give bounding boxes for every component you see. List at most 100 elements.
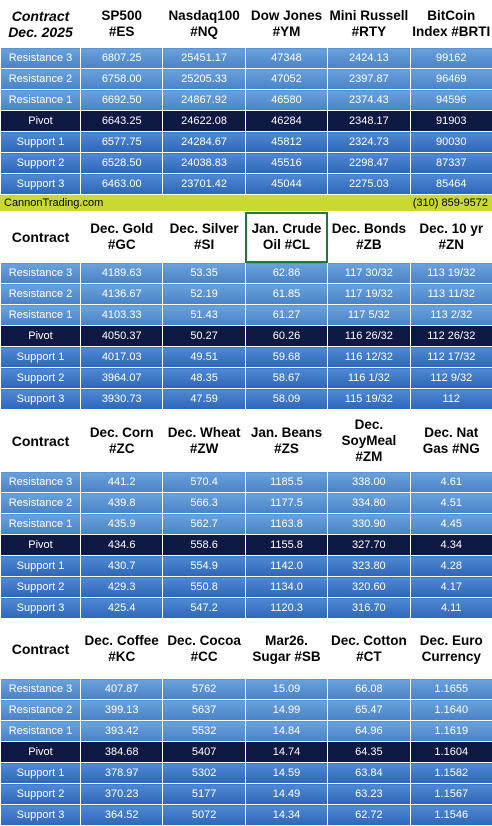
level-value-cell[interactable]: 5532	[163, 721, 245, 742]
level-value-cell[interactable]: 316.70	[328, 598, 410, 619]
level-value-cell[interactable]: 24867.92	[163, 90, 245, 111]
level-value-cell[interactable]: 50.27	[163, 326, 245, 347]
level-value-cell[interactable]: 14.49	[245, 784, 327, 805]
level-value-cell[interactable]: 430.7	[81, 556, 163, 577]
row-label[interactable]: Support 2	[1, 784, 81, 805]
level-value-cell[interactable]: 1.1655	[410, 679, 492, 700]
level-value-cell[interactable]: 117 19/32	[328, 284, 410, 305]
contract-header[interactable]: Dec. Wheat#ZW	[163, 411, 245, 472]
level-value-cell[interactable]: 320.60	[328, 577, 410, 598]
level-value-cell[interactable]: 5407	[163, 742, 245, 763]
level-value-cell[interactable]: 85464	[410, 174, 492, 195]
level-value-cell[interactable]: 116 12/32	[328, 347, 410, 368]
level-value-cell[interactable]: 113 11/32	[410, 284, 492, 305]
contract-header[interactable]: SP500#ES	[81, 1, 163, 48]
level-value-cell[interactable]: 2374.43	[328, 90, 410, 111]
level-value-cell[interactable]: 4189.63	[81, 263, 163, 284]
level-value-cell[interactable]: 117 5/32	[328, 305, 410, 326]
level-value-cell[interactable]: 113 19/32	[410, 263, 492, 284]
level-value-cell[interactable]: 558.6	[163, 535, 245, 556]
level-value-cell[interactable]: 6758.00	[81, 69, 163, 90]
level-value-cell[interactable]: 330.90	[328, 514, 410, 535]
level-value-cell[interactable]: 48.35	[163, 368, 245, 389]
level-value-cell[interactable]: 45516	[245, 153, 327, 174]
level-value-cell[interactable]: 5637	[163, 700, 245, 721]
row-label[interactable]: Pivot	[1, 326, 81, 347]
contract-header[interactable]: Dec. Corn#ZC	[81, 411, 163, 472]
level-value-cell[interactable]: 4103.33	[81, 305, 163, 326]
level-value-cell[interactable]: 113 2/32	[410, 305, 492, 326]
level-value-cell[interactable]: 364.52	[81, 805, 163, 826]
level-value-cell[interactable]: 323.80	[328, 556, 410, 577]
contract-corner-header[interactable]: Contract	[1, 620, 81, 679]
level-value-cell[interactable]: 2324.73	[328, 132, 410, 153]
level-value-cell[interactable]: 64.35	[328, 742, 410, 763]
level-value-cell[interactable]: 4.34	[410, 535, 492, 556]
row-label[interactable]: Resistance 3	[1, 679, 81, 700]
row-label[interactable]: Support 3	[1, 174, 81, 195]
level-value-cell[interactable]: 45044	[245, 174, 327, 195]
level-value-cell[interactable]: 6528.50	[81, 153, 163, 174]
level-value-cell[interactable]: 1155.8	[245, 535, 327, 556]
level-value-cell[interactable]: 393.42	[81, 721, 163, 742]
contract-header[interactable]: Dec.SoyMeal#ZM	[328, 411, 410, 472]
level-value-cell[interactable]: 52.19	[163, 284, 245, 305]
level-value-cell[interactable]: 1163.8	[245, 514, 327, 535]
level-value-cell[interactable]: 1185.5	[245, 472, 327, 493]
contract-header[interactable]: Dec. Bonds#ZB	[328, 212, 410, 263]
contract-corner-header[interactable]: Contract	[1, 212, 81, 263]
contract-header[interactable]: Dec. Cocoa#CC	[163, 620, 245, 679]
level-value-cell[interactable]: 1.1640	[410, 700, 492, 721]
level-value-cell[interactable]: 429.3	[81, 577, 163, 598]
level-value-cell[interactable]: 4.45	[410, 514, 492, 535]
level-value-cell[interactable]: 5302	[163, 763, 245, 784]
level-value-cell[interactable]: 53.35	[163, 263, 245, 284]
contract-corner-header[interactable]: Contract	[1, 411, 81, 472]
level-value-cell[interactable]: 1.1546	[410, 805, 492, 826]
level-value-cell[interactable]: 4017.03	[81, 347, 163, 368]
row-label[interactable]: Resistance 3	[1, 472, 81, 493]
level-value-cell[interactable]: 25451.17	[163, 48, 245, 69]
level-value-cell[interactable]: 1120.3	[245, 598, 327, 619]
row-label[interactable]: Support 1	[1, 347, 81, 368]
level-value-cell[interactable]: 58.09	[245, 389, 327, 410]
level-value-cell[interactable]: 370.23	[81, 784, 163, 805]
level-value-cell[interactable]: 47.59	[163, 389, 245, 410]
row-label[interactable]: Pivot	[1, 535, 81, 556]
level-value-cell[interactable]: 59.68	[245, 347, 327, 368]
row-label[interactable]: Pivot	[1, 111, 81, 132]
row-label[interactable]: Support 1	[1, 132, 81, 153]
level-value-cell[interactable]: 4.28	[410, 556, 492, 577]
level-value-cell[interactable]: 115 19/32	[328, 389, 410, 410]
level-value-cell[interactable]: 5072	[163, 805, 245, 826]
level-value-cell[interactable]: 338.00	[328, 472, 410, 493]
level-value-cell[interactable]: 6643.25	[81, 111, 163, 132]
level-value-cell[interactable]: 1.1582	[410, 763, 492, 784]
row-label[interactable]: Support 2	[1, 577, 81, 598]
row-label[interactable]: Support 3	[1, 805, 81, 826]
row-label[interactable]: Resistance 1	[1, 721, 81, 742]
row-label[interactable]: Resistance 1	[1, 514, 81, 535]
level-value-cell[interactable]: 112 26/32	[410, 326, 492, 347]
level-value-cell[interactable]: 1177.5	[245, 493, 327, 514]
level-value-cell[interactable]: 2348.17	[328, 111, 410, 132]
level-value-cell[interactable]: 2424.13	[328, 48, 410, 69]
level-value-cell[interactable]: 14.34	[245, 805, 327, 826]
level-value-cell[interactable]: 4136.67	[81, 284, 163, 305]
level-value-cell[interactable]: 61.27	[245, 305, 327, 326]
row-label[interactable]: Resistance 3	[1, 48, 81, 69]
row-label[interactable]: Resistance 2	[1, 700, 81, 721]
level-value-cell[interactable]: 4.11	[410, 598, 492, 619]
level-value-cell[interactable]: 47052	[245, 69, 327, 90]
row-label[interactable]: Support 2	[1, 153, 81, 174]
level-value-cell[interactable]: 6463.00	[81, 174, 163, 195]
level-value-cell[interactable]: 14.74	[245, 742, 327, 763]
level-value-cell[interactable]: 112 17/32	[410, 347, 492, 368]
level-value-cell[interactable]: 5177	[163, 784, 245, 805]
level-value-cell[interactable]: 2298.47	[328, 153, 410, 174]
level-value-cell[interactable]: 384.68	[81, 742, 163, 763]
row-label[interactable]: Resistance 2	[1, 69, 81, 90]
level-value-cell[interactable]: 6807.25	[81, 48, 163, 69]
